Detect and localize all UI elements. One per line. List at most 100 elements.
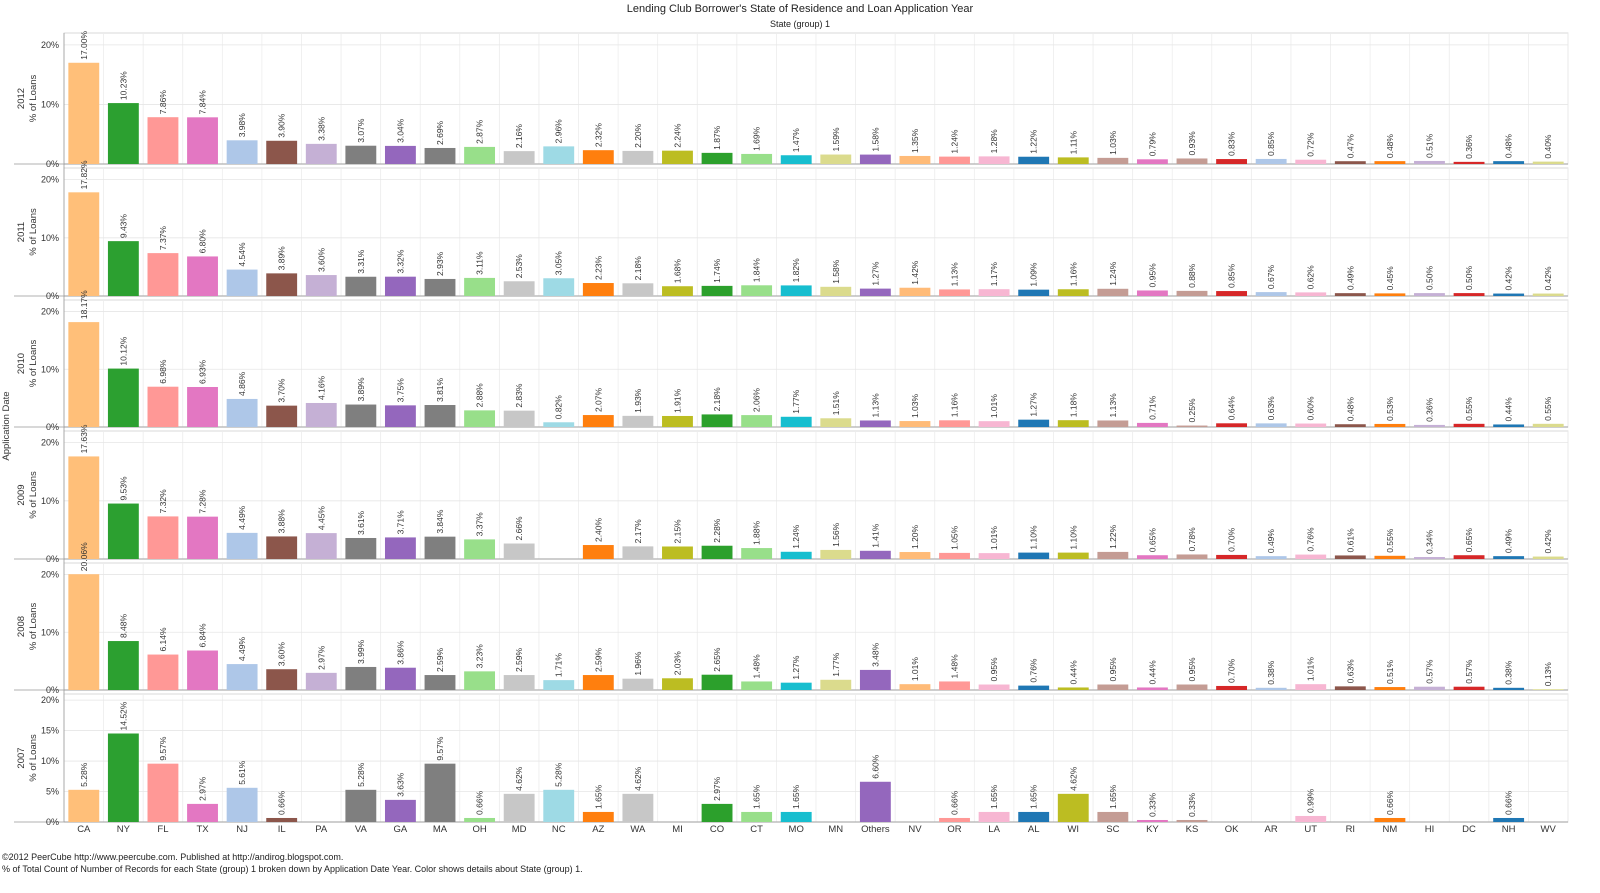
bar-SC-2007 (1097, 811, 1129, 822)
panel-2009: 20% 10% 0% 2009% of Loans 17.63% 9.53% 7.32% 7.… (14, 424, 1569, 564)
bar-NH-2010 (1493, 424, 1525, 427)
data-label: 2.40% (593, 517, 603, 542)
data-label: 0.85% (1227, 264, 1237, 289)
bar-NY-2012 (107, 103, 139, 164)
data-label: 3.05% (554, 251, 564, 276)
data-label: 1.82% (791, 258, 801, 283)
bar-GA-2007 (384, 799, 416, 822)
bar-KY-2009 (1136, 555, 1168, 559)
bar-NC-2007 (543, 789, 575, 822)
bar-MD-2007 (503, 793, 535, 822)
bar-DC-2012 (1453, 161, 1485, 164)
bar-KS-2011 (1176, 290, 1208, 296)
data-label: 1.09% (1029, 262, 1039, 287)
data-label: 1.58% (831, 259, 841, 284)
data-label: 4.54% (237, 242, 247, 267)
data-label: 0.95% (989, 657, 999, 682)
bar-SC-2012 (1097, 157, 1129, 164)
y-tick-label: 20% (41, 307, 59, 317)
bar-OK-2008 (1216, 685, 1248, 690)
data-label: 0.99% (1306, 788, 1316, 813)
bar-MI-2011 (662, 286, 693, 296)
data-label: 1.65% (752, 784, 762, 809)
data-label: 4.62% (1068, 766, 1078, 791)
bar-WI-2011 (1057, 289, 1089, 296)
bar-RI-2010 (1334, 424, 1366, 427)
y-tick-label: 10% (41, 627, 59, 637)
y-tick-label: 20% (41, 438, 59, 448)
y-tick-label: 10% (41, 756, 59, 766)
bar-LA-2009 (978, 553, 1010, 559)
y-axis-label: % of Loans (28, 74, 39, 122)
data-label: 2.17% (633, 519, 643, 544)
bar-HI-2009 (1414, 557, 1445, 559)
bar-WI-2008 (1057, 687, 1089, 690)
category-label-AR: AR (1265, 824, 1278, 835)
category-label-LA: LA (988, 824, 1000, 835)
data-label: 1.24% (1108, 261, 1118, 286)
bar-HI-2010 (1414, 424, 1445, 427)
data-label: 1.13% (870, 393, 880, 418)
data-label: 10.23% (118, 71, 128, 100)
data-label: 9.53% (118, 476, 128, 501)
bar-WI-2007 (1057, 793, 1089, 822)
bar-RI-2008 (1334, 686, 1366, 690)
bar-AL-2009 (1018, 552, 1050, 559)
bar-OR-2012 (939, 156, 970, 164)
data-label: 1.01% (989, 526, 999, 551)
data-label: 0.63% (1266, 396, 1276, 421)
category-label-MD: MD (512, 824, 527, 835)
data-label: 0.82% (554, 395, 564, 420)
bar-FL-2009 (147, 516, 179, 559)
category-label-MN: MN (828, 824, 843, 835)
bar-LA-2007 (978, 811, 1010, 822)
bar-MO-2012 (780, 155, 812, 164)
bar-MD-2012 (503, 151, 535, 164)
bar-AR-2011 (1255, 292, 1287, 296)
data-label: 1.74% (712, 258, 722, 283)
data-label: 9.43% (118, 214, 128, 239)
category-label-PA: PA (315, 824, 328, 835)
data-label: 2.97% (198, 776, 208, 801)
data-label: 2.24% (672, 123, 682, 148)
data-label: 6.98% (158, 359, 168, 384)
data-label: 4.62% (514, 766, 524, 791)
bar-PA-2011 (305, 275, 337, 296)
bar-AL-2012 (1018, 156, 1050, 164)
data-label: 0.44% (1068, 660, 1078, 685)
data-label: 2.59% (435, 648, 445, 673)
chart-subtitle: State (group) 1 (770, 19, 830, 29)
bar-UT-2011 (1295, 292, 1327, 296)
data-label: 7.28% (198, 489, 208, 514)
bar-AZ-2011 (582, 283, 614, 296)
data-label: 1.13% (1108, 393, 1118, 418)
bar-NY-2010 (107, 368, 139, 427)
bar-SC-2009 (1097, 551, 1129, 559)
data-label: 7.84% (198, 90, 208, 115)
bar-NH-2009 (1493, 556, 1525, 559)
bar-CA-2007 (68, 789, 100, 822)
data-label: 17.82% (79, 160, 89, 189)
y-tick-label: 20% (41, 570, 59, 580)
data-label: 3.07% (356, 118, 366, 143)
data-label: 9.57% (435, 736, 445, 761)
data-label: 1.24% (950, 129, 960, 154)
data-label: 1.28% (989, 129, 999, 154)
data-label: 0.93% (1187, 131, 1197, 156)
bar-NV-2012 (899, 155, 931, 164)
year-label: 2008 (16, 616, 27, 637)
bar-UT-2008 (1295, 684, 1327, 690)
data-label: 9.57% (158, 736, 168, 761)
bar-MN-2008 (820, 679, 852, 690)
data-label: 2.88% (475, 383, 485, 408)
data-label: 1.03% (1108, 130, 1118, 155)
bar-DC-2010 (1453, 423, 1485, 427)
data-label: 3.63% (395, 772, 405, 797)
data-label: 20.06% (79, 542, 89, 571)
bar-OK-2012 (1216, 159, 1248, 164)
bar-GA-2012 (384, 145, 416, 164)
bar-MO-2008 (780, 682, 812, 690)
bar-MO-2007 (780, 811, 812, 822)
data-label: 1.10% (1029, 525, 1039, 550)
bar-NM-2012 (1374, 161, 1406, 164)
